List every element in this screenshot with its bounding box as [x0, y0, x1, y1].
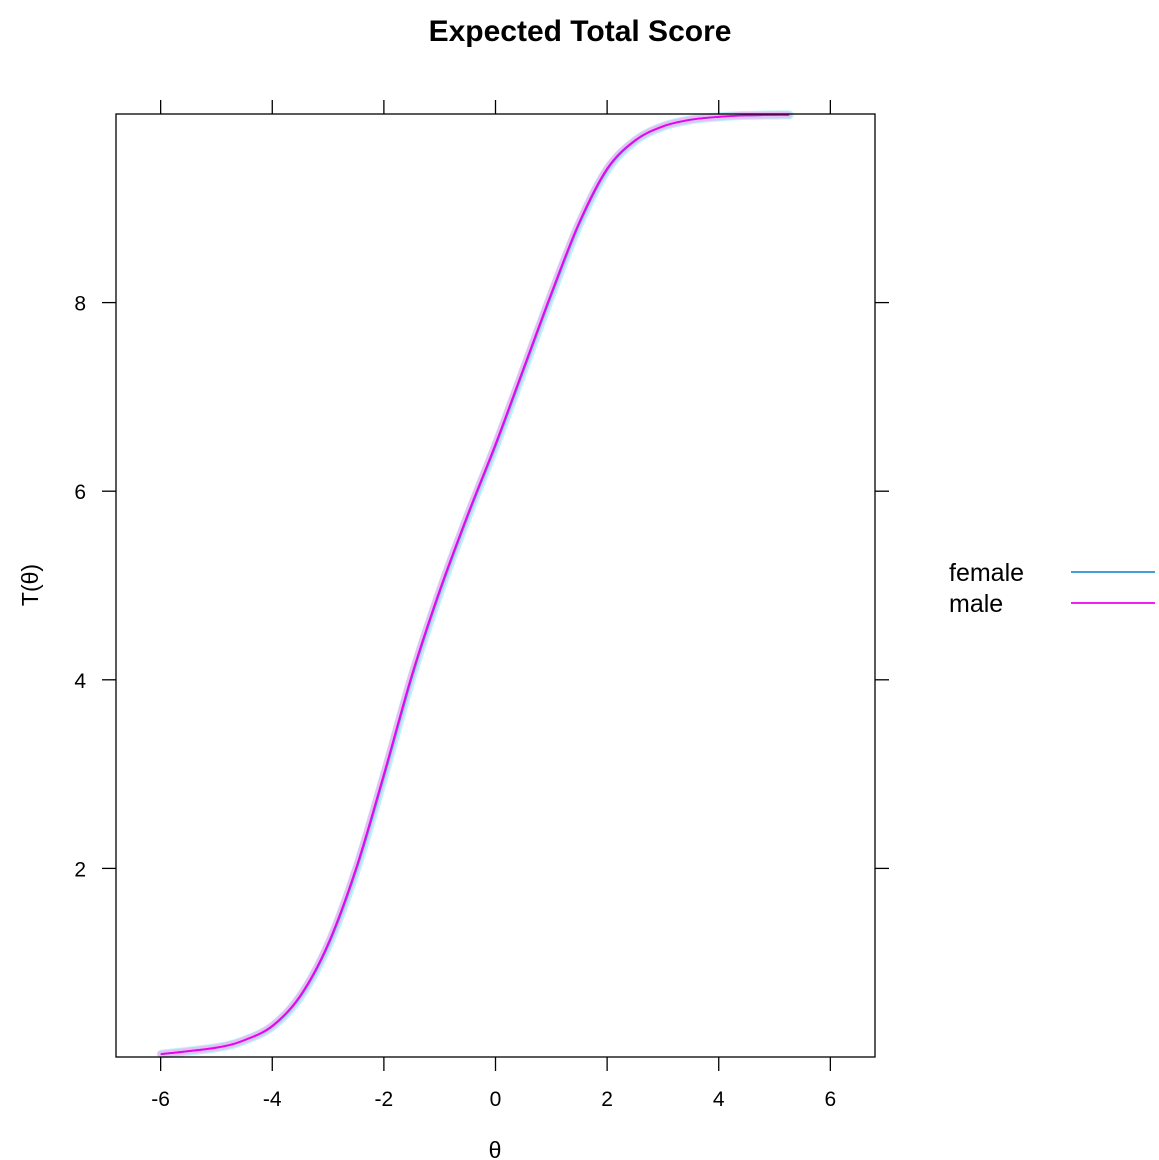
x-tick-label: 2 — [601, 1088, 613, 1111]
series-line-male — [161, 115, 789, 1054]
series-line-female — [161, 115, 789, 1054]
band-male — [161, 115, 789, 1054]
legend: female male — [949, 559, 1155, 618]
plot-frame — [116, 114, 875, 1057]
x-tick-label: -6 — [151, 1088, 170, 1111]
chart-title: Expected Total Score — [429, 15, 732, 48]
y-axis-ticks: 2 4 6 8 — [74, 293, 889, 882]
confidence-bands — [161, 115, 790, 1054]
x-tick-label: 0 — [490, 1088, 502, 1111]
x-tick-label: -4 — [263, 1088, 282, 1111]
band-female — [161, 115, 789, 1054]
y-tick-label: 4 — [74, 670, 86, 693]
y-axis-label: T(θ) — [17, 564, 43, 606]
y-tick-label: 8 — [74, 293, 86, 316]
legend-label-male: male — [949, 590, 1003, 618]
x-axis-ticks: -6 -4 -2 0 2 4 6 — [151, 100, 836, 1111]
x-tick-label: 6 — [825, 1088, 837, 1111]
legend-label-female: female — [949, 559, 1024, 587]
series-lines — [161, 115, 790, 1054]
x-tick-label: 4 — [713, 1088, 725, 1111]
y-tick-label: 2 — [74, 858, 86, 881]
y-tick-label: 6 — [74, 481, 86, 504]
x-axis-label: θ — [489, 1137, 502, 1160]
x-tick-label: -2 — [375, 1088, 394, 1111]
